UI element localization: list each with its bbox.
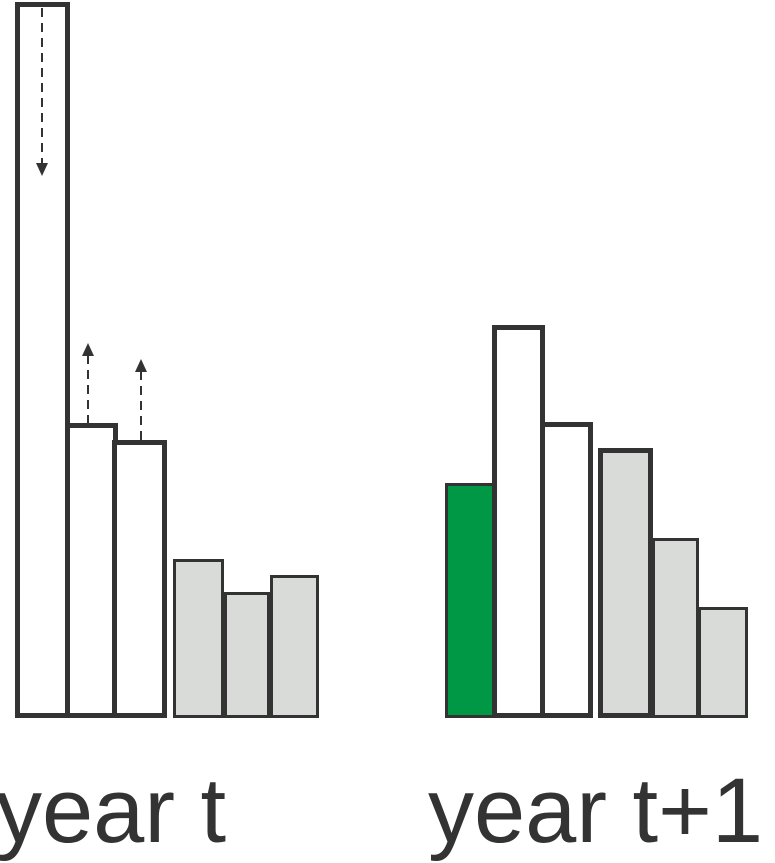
arrow-up-increase-1: [82, 343, 94, 423]
bar-yeart1-gray-1: [598, 448, 653, 718]
bar-yeart-gray-1: [173, 559, 224, 718]
arrow-up-increase-2-line: [140, 371, 142, 440]
bar-yeart-white-mid-2: [112, 440, 167, 718]
bar-yeart1-white-tall: [492, 325, 545, 718]
arrow-down-decrease-line: [41, 8, 43, 164]
label-year-t: year t: [0, 760, 227, 862]
bar-yeart-white-mid-1: [65, 423, 118, 718]
arrow-up-increase-1-head: [82, 343, 94, 356]
bar-yeart1-green: [445, 483, 497, 718]
bar-yeart-gray-2: [224, 592, 270, 718]
arrow-down-decrease: [36, 8, 48, 176]
arrow-down-decrease-head: [36, 163, 48, 176]
bar-yeart-gray-3: [270, 575, 319, 718]
arrow-up-increase-1-line: [87, 355, 89, 423]
label-year-t1: year t+1: [428, 760, 763, 862]
arrow-up-increase-2-head: [135, 359, 147, 372]
bar-yeart1-gray-2: [652, 538, 699, 718]
bar-yeart1-white-mid: [540, 422, 593, 718]
bar-yeart1-gray-3: [698, 607, 748, 718]
arrow-up-increase-2: [135, 359, 147, 440]
